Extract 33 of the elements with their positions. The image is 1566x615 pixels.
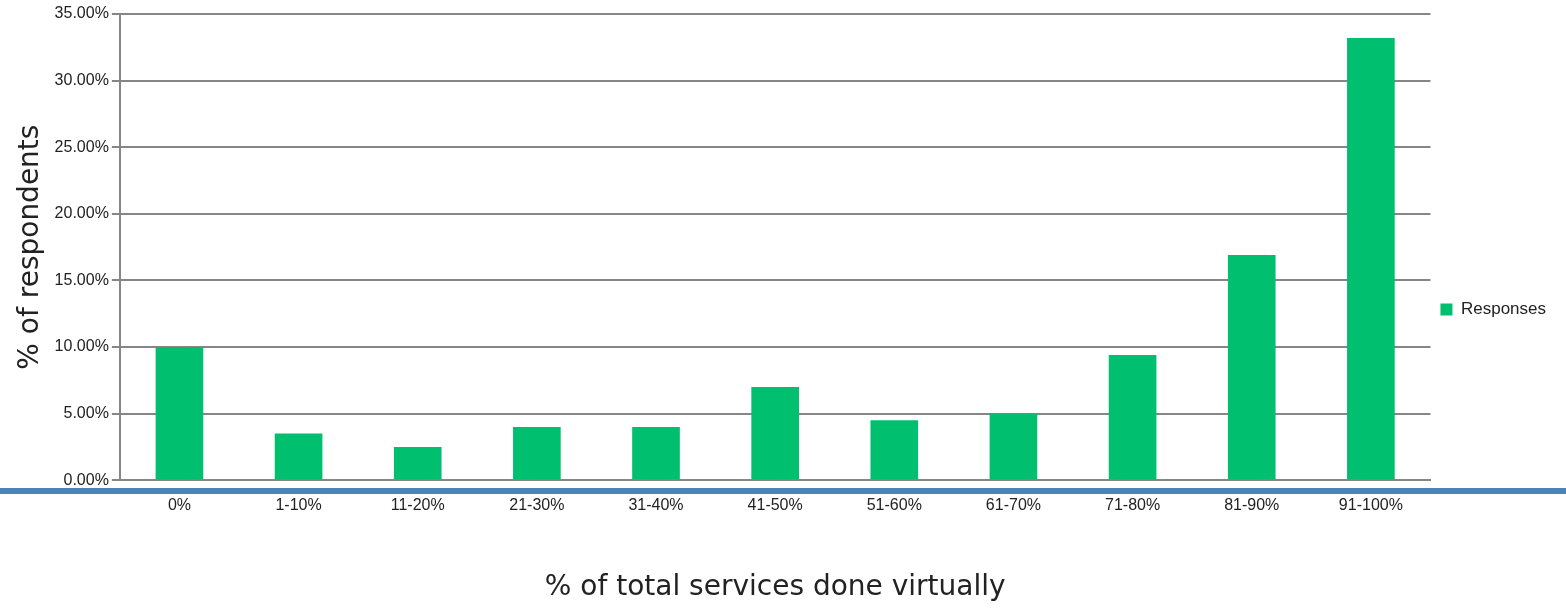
bar: [513, 426, 561, 480]
bar: [751, 386, 799, 480]
x-tick-label: 31-40%: [628, 496, 684, 514]
bar: [632, 426, 680, 480]
bar: [155, 347, 204, 480]
y-tick-label: 0.00%: [63, 470, 109, 488]
bar: [393, 446, 442, 480]
x-tick-label: 91-100%: [1338, 496, 1403, 514]
y-tick-label: 10.00%: [54, 337, 109, 355]
y-tick-label: 15.00%: [54, 270, 109, 288]
y-axis-title: % of respondents: [12, 124, 46, 370]
bar: [989, 413, 1038, 480]
x-tick-label: 51-60%: [866, 496, 922, 514]
y-tick-label: 5.00%: [63, 404, 109, 422]
x-axis-title: % of total services done virtually: [544, 569, 1006, 603]
legend-label: Responses: [1460, 299, 1547, 319]
y-tick-label: 30.00%: [54, 71, 109, 89]
x-tick-label: 21-30%: [509, 496, 565, 514]
x-tick-label: 41-50%: [747, 496, 803, 514]
x-tick-label: 71-80%: [1105, 496, 1161, 514]
bar: [1108, 354, 1157, 480]
x-tick-label: 1-10%: [275, 496, 322, 514]
bar: [1227, 255, 1276, 480]
y-tick-label: 25.00%: [54, 137, 109, 155]
bar: [1347, 37, 1395, 480]
bar: [870, 420, 919, 480]
bar: [274, 433, 323, 480]
y-tick-label: 20.00%: [54, 204, 109, 222]
x-tick-label: 11-20%: [390, 496, 445, 514]
y-tick-label: 35.00%: [54, 4, 109, 22]
x-tick-label: 81-90%: [1224, 496, 1280, 514]
x-tick-label: 0%: [167, 496, 191, 514]
x-tick-label: 61-70%: [985, 496, 1042, 514]
